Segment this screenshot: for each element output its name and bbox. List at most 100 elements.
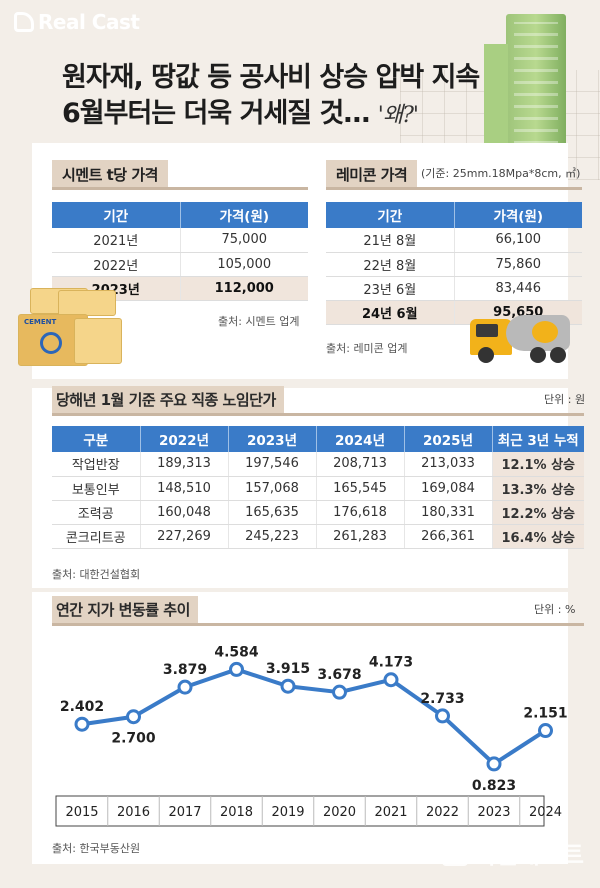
wage-2025: 266,361 xyxy=(404,524,493,549)
headline-line1: 원자재, 땅값 등 공사비 상승 압박 지속 xyxy=(62,62,480,93)
wage-2025: 169,084 xyxy=(404,476,493,501)
remicon-price: 75,860 xyxy=(454,252,582,277)
cement-header-price: 가격(원) xyxy=(180,202,308,228)
table-row: 보통인부 148,510 157,068 165,545 169,084 13.… xyxy=(52,476,584,501)
wage-job: 조력공 xyxy=(52,500,141,525)
data-label: 0.823 xyxy=(472,778,516,794)
cement-bag xyxy=(58,290,116,316)
data-label: 4.173 xyxy=(369,655,413,671)
series-line xyxy=(81,667,547,766)
cement-period: 2021년 xyxy=(52,228,181,253)
logo-mark-icon xyxy=(14,12,34,32)
land-source: 출처: 한국부동산원 xyxy=(52,842,141,855)
data-label: 3.879 xyxy=(163,662,207,678)
wage-2024: 261,283 xyxy=(316,524,405,549)
table-row: 23년 6월 83,446 xyxy=(326,276,582,301)
wage-2023: 157,068 xyxy=(228,476,317,501)
data-point xyxy=(74,716,90,732)
cement-bags-illustration: CEMENT xyxy=(18,288,128,368)
building-illustration xyxy=(484,14,566,164)
wage-header-2025: 2025년 xyxy=(404,426,493,452)
truck-wheel xyxy=(530,347,546,363)
logo-text: Real Cast xyxy=(38,10,140,34)
remicon-price: 83,446 xyxy=(454,276,582,301)
cement-bag xyxy=(74,318,122,364)
x-tick-label: 2022 xyxy=(426,805,459,820)
wage-table: 구분 2022년 2023년 2024년 2025년 최근 3년 누적 작업반장… xyxy=(52,426,584,549)
x-tick-label: 2019 xyxy=(271,805,304,820)
wage-2023: 197,546 xyxy=(228,452,317,477)
watermark-text: 리얼캐스트 xyxy=(473,841,584,869)
data-point xyxy=(280,678,296,694)
wage-2025: 213,033 xyxy=(404,452,493,477)
data-point xyxy=(435,708,450,724)
x-axis-frame xyxy=(55,795,545,827)
data-point xyxy=(383,672,399,688)
x-tick-label: 2023 xyxy=(477,805,510,820)
mixer-truck-illustration xyxy=(470,315,570,363)
table-row: 22년 8월 75,860 xyxy=(326,252,582,277)
wage-header-2024: 2024년 xyxy=(316,426,405,452)
wage-2024: 165,545 xyxy=(316,476,405,501)
cement-source: 출처: 시멘트 업계 xyxy=(218,315,300,328)
wage-accumulated: 12.2% 상승 xyxy=(492,500,584,525)
cement-bag-label: CEMENT xyxy=(24,318,57,326)
data-label: 4.584 xyxy=(214,644,259,660)
headline-line2: 6월부터는 더욱 거세질 것… '왜?' xyxy=(62,91,419,130)
remicon-note: (기준: 25mm.18Mpa*8cm, ㎥) xyxy=(421,167,581,180)
data-label: 2.733 xyxy=(420,691,464,707)
data-label: 3.915 xyxy=(266,661,310,677)
remicon-section-title: 레미콘 가격 xyxy=(326,160,418,189)
cement-price: 75,000 xyxy=(180,228,308,253)
brand-logo: Real Cast xyxy=(14,10,140,34)
wage-accumulated: 12.1% 상승 xyxy=(492,452,584,477)
cement-title-rule xyxy=(52,187,308,190)
x-tick-label: 2016 xyxy=(117,805,150,820)
cement-price: 105,000 xyxy=(180,252,308,277)
wage-job: 작업반장 xyxy=(52,452,141,477)
watermark: 리얼캐스트 xyxy=(441,835,584,870)
wage-job: 보통인부 xyxy=(52,476,141,501)
table-row: 2021년 75,000 xyxy=(52,228,308,253)
wage-job: 콘크리트공 xyxy=(52,524,141,549)
cement-period: 2022년 xyxy=(52,252,181,277)
remicon-title-rule xyxy=(326,187,582,190)
headline-hand-note: '왜?' xyxy=(377,103,419,128)
remicon-period: 21년 8월 xyxy=(326,228,455,253)
headline-line2-text: 6월부터는 더욱 거세질 것… xyxy=(62,98,370,129)
wage-header-2023: 2023년 xyxy=(228,426,317,452)
data-point xyxy=(332,684,347,700)
remicon-period: 22년 8월 xyxy=(326,252,455,277)
cement-logo-icon xyxy=(40,332,62,354)
wage-unit: 단위 : 원 xyxy=(544,393,586,406)
x-tick-label: 2018 xyxy=(220,805,253,820)
data-label: 2.700 xyxy=(111,731,156,747)
cement-header-period: 기간 xyxy=(52,202,181,228)
x-tick-label: 2024 xyxy=(529,805,562,820)
wage-2024: 208,713 xyxy=(316,452,405,477)
truck-wheel xyxy=(478,347,494,363)
table-row: 작업반장 189,313 197,546 208,713 213,033 12.… xyxy=(52,452,584,477)
remicon-period: 23년 6월 xyxy=(326,276,455,301)
wage-source: 출처: 대한건설협회 xyxy=(52,568,141,581)
data-label: 2.402 xyxy=(60,699,104,715)
remicon-header-period: 기간 xyxy=(326,202,455,228)
wage-section-title: 당해년 1월 기준 주요 직종 노임단가 xyxy=(52,386,284,413)
land-price-chart: 2.402 2.700 3.879 4.584 3.915 3.678 4.173 2.733… xyxy=(55,644,568,827)
remicon-period: 24년 6월 xyxy=(326,300,455,325)
wage-2022: 148,510 xyxy=(140,476,229,501)
wage-title-rule xyxy=(52,413,584,416)
wage-2022: 189,313 xyxy=(140,452,229,477)
cement-price: 112,000 xyxy=(180,276,308,301)
truck-wheel xyxy=(550,347,566,363)
wage-2024: 176,618 xyxy=(316,500,405,525)
x-tick-label: 2015 xyxy=(65,805,98,820)
remicon-source: 출처: 레미콘 업계 xyxy=(326,342,408,355)
wage-2025: 180,331 xyxy=(404,500,493,525)
land-unit: 단위 : % xyxy=(534,603,576,616)
data-label: 3.678 xyxy=(317,667,361,683)
cement-table: 기간 가격(원) 2021년 75,000 2022년 105,000 2023… xyxy=(52,202,308,301)
mixer-stripe xyxy=(532,321,558,343)
data-label: 2.151 xyxy=(523,706,567,722)
land-title-rule xyxy=(52,623,584,626)
